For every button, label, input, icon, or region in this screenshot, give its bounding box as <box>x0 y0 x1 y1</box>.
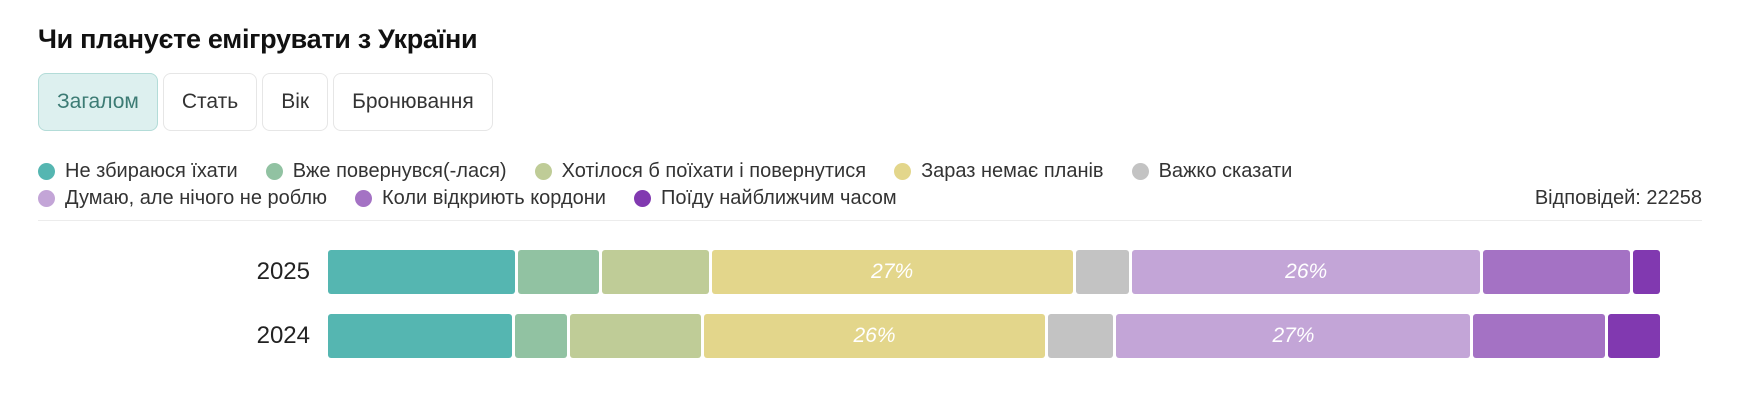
data-label: 26% <box>1285 260 1328 283</box>
legend-dot-icon <box>38 190 55 207</box>
responses-count: Відповідей: 22258 <box>1534 187 1702 209</box>
data-label: 26% <box>853 324 896 347</box>
data-label: 27% <box>1272 324 1315 347</box>
bar-segment[interactable]: 27% <box>1116 314 1471 358</box>
chart-title: Чи плануєте емігрувати з України <box>38 24 478 54</box>
bar-segment[interactable] <box>601 250 709 294</box>
bar-segment[interactable] <box>1047 314 1114 358</box>
legend-item[interactable]: Вже повернувся(-лася) <box>265 160 507 183</box>
legend-item[interactable]: Не збираюся їхати <box>38 160 238 183</box>
bar-segment[interactable] <box>1075 250 1130 294</box>
bar-segment[interactable] <box>518 250 599 294</box>
legend-dot-icon <box>894 163 912 180</box>
bar-segment[interactable] <box>514 314 567 358</box>
legend: Не збираюся їхати Вже повернувся(-лася) Хо… <box>38 158 1702 221</box>
legend-item[interactable]: Поїду найближчим часом <box>633 187 897 210</box>
bar-segment[interactable] <box>1483 250 1631 294</box>
legend-dot-icon <box>38 163 55 180</box>
bar-segment[interactable] <box>569 314 702 358</box>
legend-label: Зараз немає планів <box>921 160 1104 182</box>
bar-segment[interactable] <box>1473 314 1605 358</box>
tab-overall[interactable]: Загалом <box>38 73 158 131</box>
legend-label: Важко сказати <box>1158 160 1293 182</box>
bar-segment[interactable]: 27% <box>711 250 1073 294</box>
legend-label: Хотілося б поїхати і повернутися <box>561 160 867 182</box>
bar-segment[interactable]: 26% <box>1132 250 1481 294</box>
legend-item[interactable]: Важко сказати <box>1131 160 1293 183</box>
tab-bar: Загалом Стать Вік Бронювання <box>38 73 1702 131</box>
legend-label: Думаю, але нічого не роблю <box>65 187 327 209</box>
legend-item[interactable]: Хотілося б поїхати і повернутися <box>534 160 867 183</box>
tab-age[interactable]: Вік <box>262 73 329 131</box>
bar-segment[interactable]: 26% <box>704 314 1045 358</box>
legend-dot-icon <box>354 190 372 207</box>
tab-reservation[interactable]: Бронювання <box>333 73 493 131</box>
legend-dot-icon <box>265 163 283 180</box>
legend-label: Вже повернувся(-лася) <box>292 160 507 182</box>
legend-item[interactable]: Коли відкриють кордони <box>354 187 606 210</box>
bar-segment[interactable] <box>1607 314 1660 358</box>
legend-item[interactable]: Зараз немає планів <box>894 160 1104 183</box>
tab-gender[interactable]: Стать <box>162 73 258 131</box>
y-tick-label: 2024 <box>256 322 310 349</box>
bar-segment[interactable] <box>328 250 516 294</box>
bar-segment[interactable] <box>328 314 512 358</box>
data-label: 27% <box>871 260 914 283</box>
legend-dot-icon <box>534 163 552 180</box>
legend-dot-icon <box>633 190 651 207</box>
y-tick-label: 2025 <box>256 258 310 285</box>
legend-label: Коли відкриють кордони <box>381 187 606 209</box>
legend-dot-icon <box>1131 163 1149 180</box>
bar-segment[interactable] <box>1633 250 1660 294</box>
legend-label: Поїду найближчим часом <box>660 187 897 209</box>
legend-label: Не збираюся їхати <box>65 160 238 182</box>
legend-item[interactable]: Думаю, але нічого не роблю <box>38 187 327 210</box>
